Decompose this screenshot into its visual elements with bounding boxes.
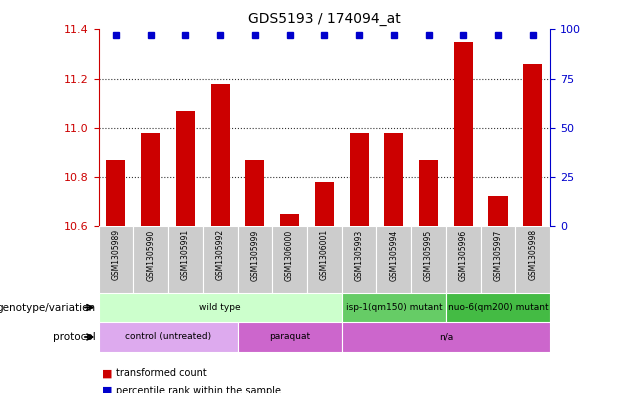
Bar <box>106 160 125 226</box>
Text: GSM1305996: GSM1305996 <box>459 229 468 281</box>
Bar <box>134 226 168 293</box>
Bar <box>377 226 411 293</box>
Bar <box>488 196 508 226</box>
Text: isp-1(qm150) mutant: isp-1(qm150) mutant <box>345 303 442 312</box>
Text: GSM1305995: GSM1305995 <box>424 229 433 281</box>
Text: GSM1305997: GSM1305997 <box>494 229 502 281</box>
Text: ■: ■ <box>102 368 116 378</box>
Text: percentile rank within the sample: percentile rank within the sample <box>116 386 281 393</box>
Text: GSM1306001: GSM1306001 <box>320 229 329 281</box>
Text: GSM1305991: GSM1305991 <box>181 229 190 281</box>
Bar <box>280 214 299 226</box>
Bar <box>176 110 195 226</box>
Bar <box>446 226 481 293</box>
Text: GSM1305990: GSM1305990 <box>146 229 155 281</box>
Bar <box>211 83 230 226</box>
Bar <box>99 322 237 352</box>
Bar <box>446 293 550 322</box>
Bar <box>203 226 237 293</box>
Bar <box>515 226 550 293</box>
Text: genotype/variation: genotype/variation <box>0 303 95 312</box>
Bar <box>315 182 334 226</box>
Bar <box>237 226 272 293</box>
Bar <box>342 226 377 293</box>
Text: paraquat: paraquat <box>269 332 310 342</box>
Text: GSM1305999: GSM1305999 <box>251 229 259 281</box>
Bar <box>350 132 369 226</box>
Bar <box>237 322 342 352</box>
Text: GSM1305993: GSM1305993 <box>355 229 364 281</box>
Text: wild type: wild type <box>199 303 241 312</box>
Bar <box>141 132 160 226</box>
Text: transformed count: transformed count <box>116 368 207 378</box>
Text: GSM1305992: GSM1305992 <box>216 229 225 281</box>
Bar <box>419 160 438 226</box>
Text: GSM1306000: GSM1306000 <box>285 229 294 281</box>
Text: control (untreated): control (untreated) <box>125 332 211 342</box>
Bar <box>99 226 134 293</box>
Text: ■: ■ <box>102 386 116 393</box>
Text: n/a: n/a <box>439 332 453 342</box>
Bar <box>523 64 543 226</box>
Bar <box>342 293 446 322</box>
Bar <box>384 132 403 226</box>
Text: protocol: protocol <box>53 332 95 342</box>
Bar <box>307 226 342 293</box>
Bar <box>342 322 550 352</box>
Text: GSM1305994: GSM1305994 <box>389 229 398 281</box>
Text: GSM1305989: GSM1305989 <box>111 229 120 281</box>
Bar <box>99 293 342 322</box>
Bar <box>411 226 446 293</box>
Bar <box>168 226 203 293</box>
Title: GDS5193 / 174094_at: GDS5193 / 174094_at <box>248 12 401 26</box>
Bar <box>481 226 515 293</box>
Text: nuo-6(qm200) mutant: nuo-6(qm200) mutant <box>448 303 548 312</box>
Bar <box>272 226 307 293</box>
Bar <box>245 160 265 226</box>
Text: GSM1305998: GSM1305998 <box>529 229 537 281</box>
Bar <box>453 42 473 226</box>
